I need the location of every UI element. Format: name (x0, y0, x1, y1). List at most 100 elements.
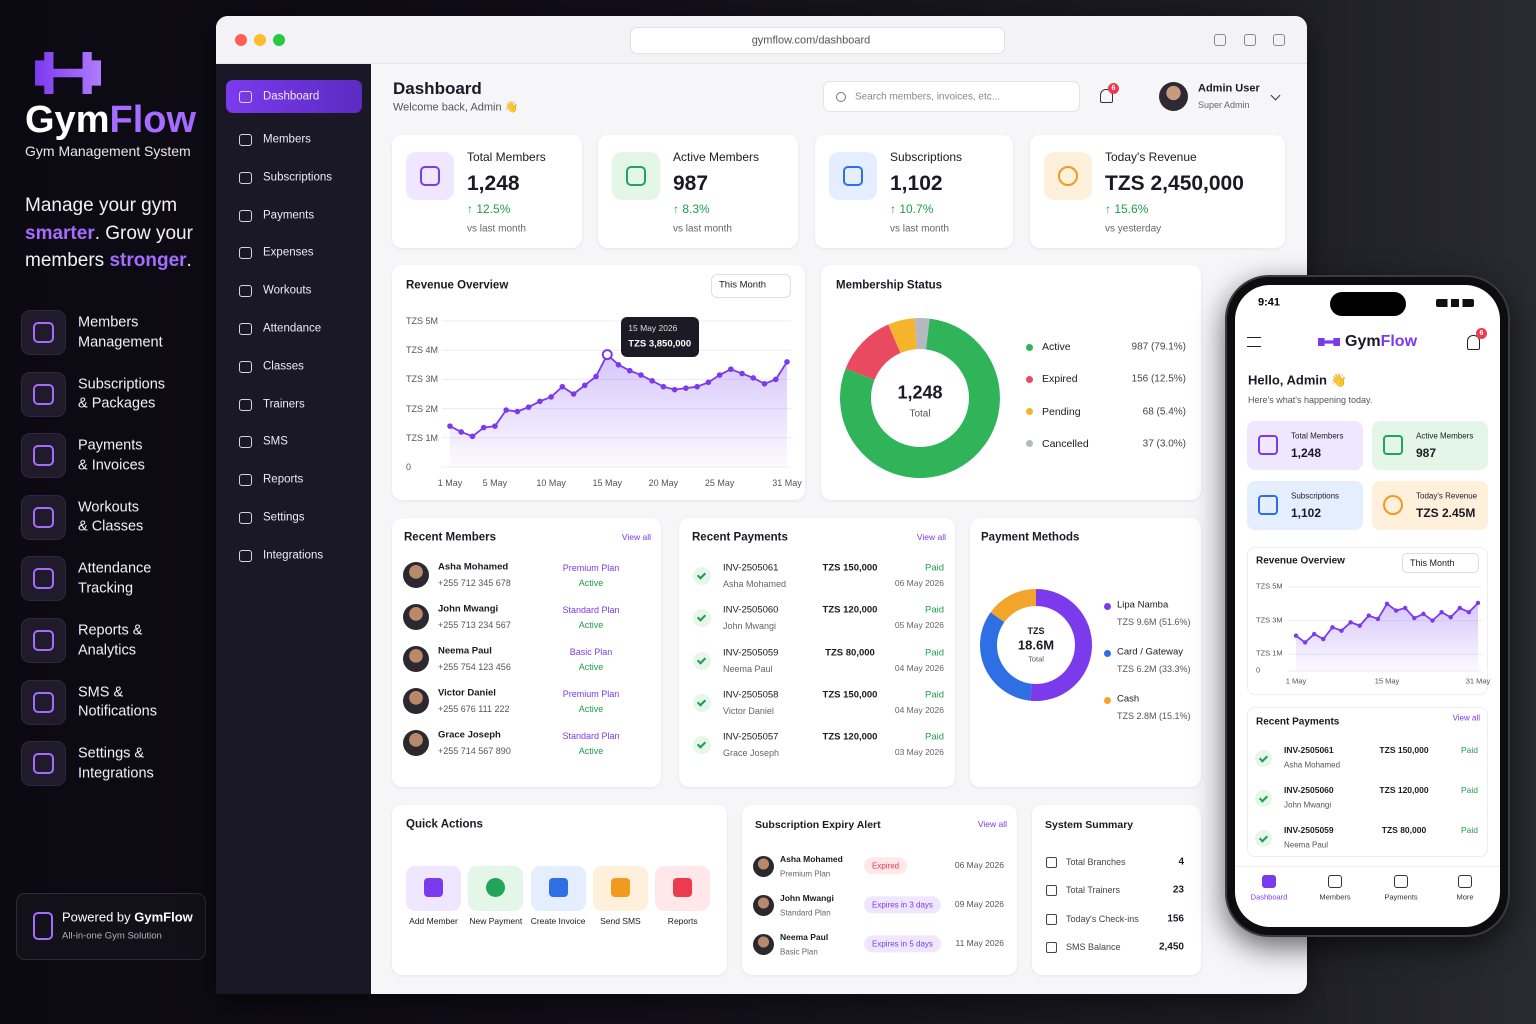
legend-dot (1104, 696, 1111, 704)
quick-action-label[interactable]: New Payment (469, 916, 523, 927)
payment-amount: TZS 120,000 (1379, 785, 1429, 796)
phone-card-value: TZS 2.45M (1416, 506, 1476, 521)
sidebar-item[interactable]: Workouts (263, 284, 312, 297)
feature-glyph (33, 322, 54, 343)
sidebar-active[interactable] (226, 80, 362, 113)
phone-filter[interactable] (1402, 553, 1479, 573)
donut-segment (845, 324, 901, 380)
nav-icon[interactable] (1394, 875, 1408, 888)
search-placeholder: Search members, invoices, etc... (855, 91, 1001, 103)
member-status: Active (578, 619, 604, 630)
quick-action-label[interactable]: Add Member (409, 916, 458, 927)
sidebar-item[interactable]: Settings (263, 511, 305, 524)
traffic-light[interactable] (273, 34, 285, 46)
sidebar-item[interactable]: Payments (263, 208, 315, 221)
point (1430, 618, 1435, 623)
y-tick-label: TZS 3M (1256, 615, 1283, 625)
view-all[interactable]: View all (621, 532, 651, 543)
quick-action-label[interactable]: Create Invoice (530, 916, 586, 927)
traffic-light[interactable] (254, 34, 266, 46)
invoice-id: INV-2505059 (1284, 825, 1334, 836)
point (1366, 613, 1372, 618)
nav-label[interactable]: More (1456, 892, 1474, 902)
legend-label: Cash (1117, 693, 1140, 705)
filter-select[interactable] (711, 274, 791, 298)
member-plan: Basic Plan (569, 646, 613, 657)
phone-nav (1235, 866, 1500, 927)
summary-icon (1046, 941, 1057, 953)
payment-date: 06 May 2026 (894, 578, 944, 589)
point (638, 372, 644, 378)
member-phone: +255 676 111 222 (438, 703, 510, 714)
view-all[interactable]: View all (1452, 713, 1480, 723)
sidebar-item[interactable]: Expenses (263, 246, 314, 259)
sidebar-item[interactable]: Trainers (263, 397, 305, 410)
point (1421, 611, 1426, 617)
donut-segment (1030, 589, 1092, 701)
sidebar-item[interactable]: Attendance (263, 322, 322, 335)
phone-bell[interactable] (1467, 335, 1480, 350)
payment-status: Paid (924, 604, 944, 616)
nav-label[interactable]: Dashboard (1250, 892, 1288, 902)
nav-icon[interactable] (1328, 875, 1342, 888)
quick-action-label[interactable]: Send SMS (600, 916, 641, 927)
phone-card-value: 1,248 (1291, 446, 1322, 461)
payment-amount: TZS 150,000 (822, 562, 878, 574)
hero-part: Manage your gym (25, 195, 178, 216)
filter-label[interactable]: This Month (719, 279, 766, 291)
member-plan: Standard Plan (562, 604, 620, 615)
sidebar-icon (239, 285, 252, 298)
browser-button[interactable] (1244, 34, 1256, 46)
donut-center-label: Total (1028, 654, 1044, 664)
paid-icon (1255, 830, 1272, 847)
payment-amount: TZS 120,000 (822, 604, 878, 616)
stat-icon (406, 152, 454, 200)
view-all[interactable]: View all (977, 819, 1007, 830)
legend-label: Pending (1042, 405, 1081, 418)
stat-change: ↑ 8.3% (673, 202, 710, 217)
sidebar-item[interactable]: Members (263, 133, 311, 146)
nav-label[interactable]: Members (1319, 892, 1351, 902)
phone-menu[interactable] (1247, 337, 1261, 347)
sidebar-item[interactable]: SMS (263, 435, 288, 448)
sidebar-item[interactable]: Classes (263, 360, 304, 373)
sidebar-icon (239, 398, 252, 411)
feature-label: & Classes (78, 518, 144, 535)
legend-label: Expired (1042, 373, 1078, 386)
sidebar-item[interactable]: Dashboard (263, 90, 320, 103)
tooltip (621, 316, 700, 357)
traffic-light[interactable] (235, 34, 247, 46)
bell-icon[interactable] (1100, 89, 1113, 103)
nav-label[interactable]: Payments (1384, 892, 1418, 902)
search-box[interactable] (823, 81, 1080, 112)
nav-icon[interactable] (1262, 875, 1276, 888)
point (1312, 631, 1317, 637)
view-all[interactable]: View all (916, 532, 946, 543)
summary-value: 2,450 (1158, 941, 1184, 953)
payer-name: Asha Mohamed (723, 578, 787, 589)
quick-action-label[interactable]: Reports (667, 916, 698, 927)
donut-segment (990, 589, 1036, 623)
payment-status: Paid (924, 647, 944, 659)
browser-button[interactable] (1273, 34, 1285, 46)
member-phone: +255 713 234 567 (438, 619, 511, 630)
quick-action-glyph (673, 878, 693, 897)
summary-card (1032, 805, 1201, 975)
quick-action-glyph (424, 878, 443, 897)
powered-line: Powered by GymFlow (62, 910, 193, 926)
url-bar[interactable] (630, 27, 1005, 54)
hero-part: . Grow your members (25, 222, 193, 272)
point (447, 423, 453, 429)
payment-status: Paid (924, 562, 944, 574)
feature-glyph (33, 691, 54, 713)
sidebar-item[interactable]: Integrations (263, 549, 324, 562)
filter-label[interactable]: This Month (1410, 557, 1455, 568)
member-status: Active (578, 703, 604, 714)
member-status: Active (578, 661, 604, 672)
powered-icon (33, 912, 53, 940)
browser-button[interactable] (1214, 34, 1226, 46)
avatar[interactable] (1159, 82, 1188, 111)
nav-icon[interactable] (1458, 875, 1472, 888)
sidebar-item[interactable]: Subscriptions (263, 171, 333, 184)
sidebar-item[interactable]: Reports (263, 473, 304, 486)
